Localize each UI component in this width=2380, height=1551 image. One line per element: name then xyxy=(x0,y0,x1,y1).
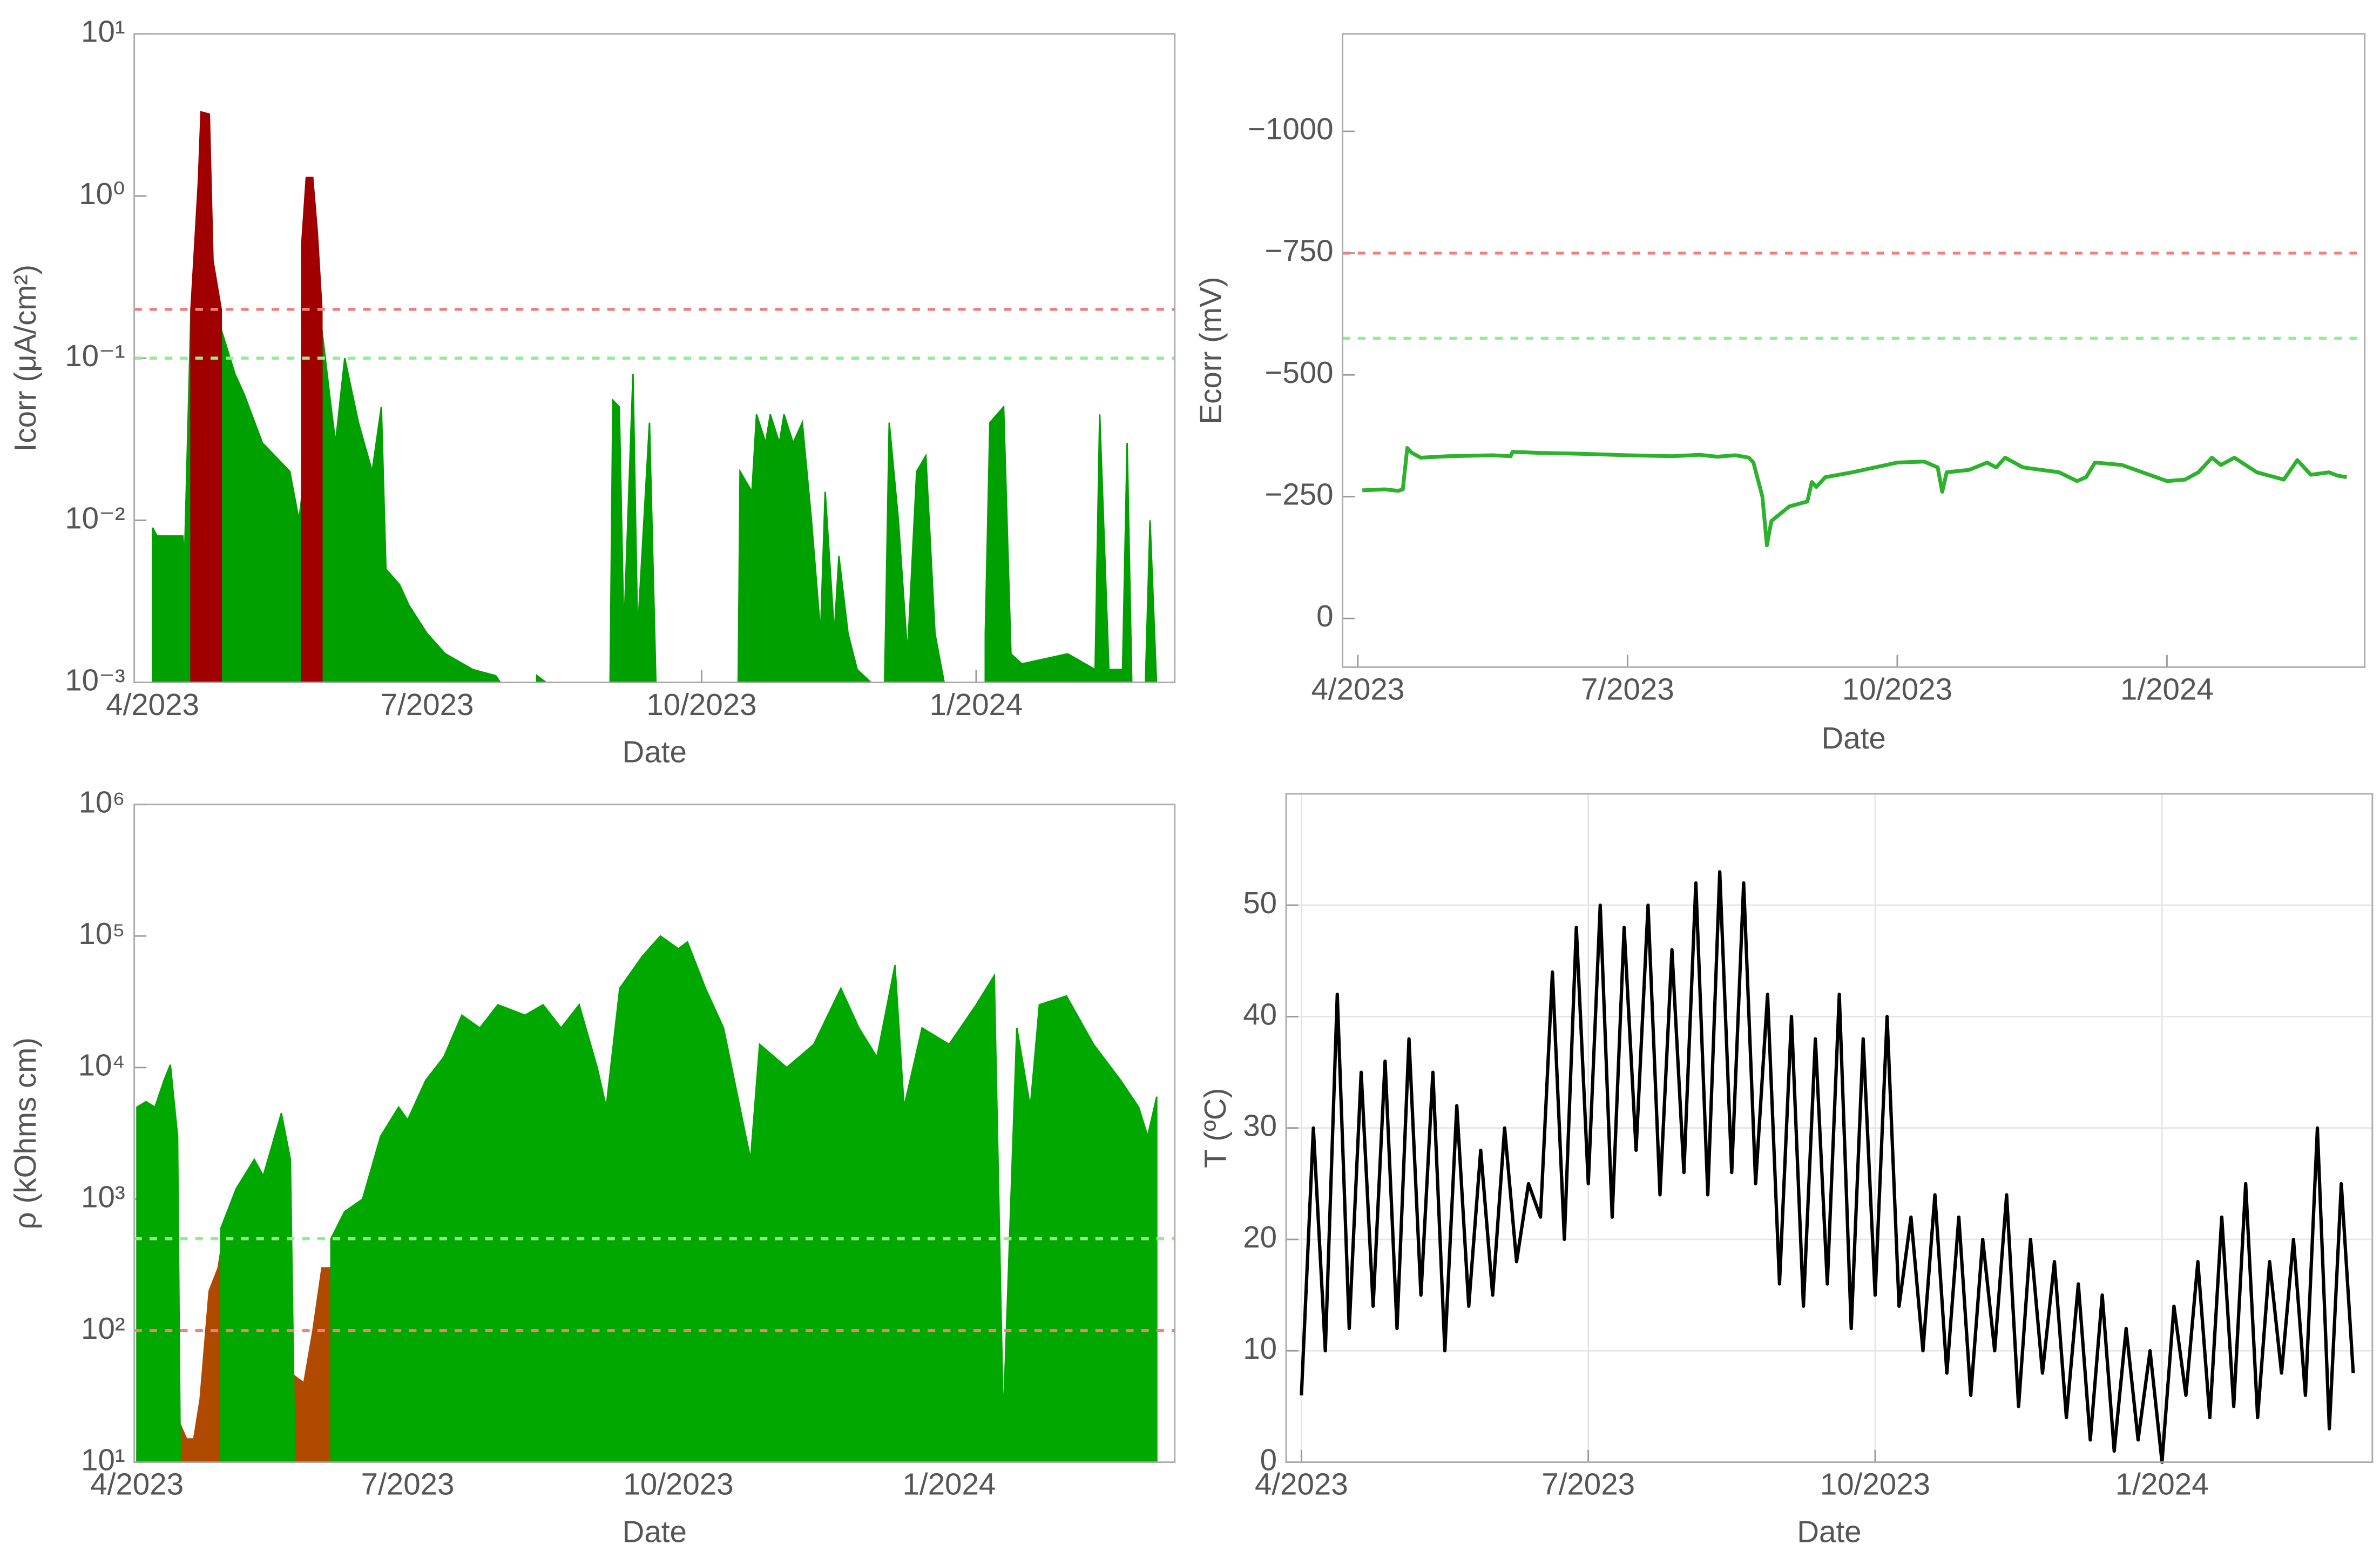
x-tick-label: 7/2023 xyxy=(361,1467,455,1501)
y-tick-label: 10⁰ xyxy=(79,177,125,211)
area xyxy=(609,374,657,684)
y-axis-label: T (ºC) xyxy=(1198,1088,1232,1168)
x-tick-label: 1/2024 xyxy=(930,687,1023,721)
y-axis-label: ρ (kOhms cm) xyxy=(8,1037,42,1229)
y-tick-label: 10⁶ xyxy=(79,785,125,819)
y-tick-label: 10³ xyxy=(81,1179,125,1213)
y-tick-label: 10¹ xyxy=(81,1442,125,1476)
area xyxy=(178,1238,224,1463)
plot-frame xyxy=(133,33,1176,684)
x-tick-label: 7/2023 xyxy=(1541,1467,1635,1501)
y-tick-label: 10⁻¹ xyxy=(65,339,125,373)
x-tick-label: 7/2023 xyxy=(1581,672,1674,706)
line xyxy=(1300,870,2355,1464)
y-tick-label: 10⁻³ xyxy=(65,663,125,697)
x-tick-label: 4/2023 xyxy=(1255,1467,1348,1501)
area xyxy=(737,414,873,684)
x-axis-label: Date xyxy=(1797,1514,1861,1548)
area xyxy=(984,404,1158,684)
y-tick-label: −500 xyxy=(1265,355,1333,389)
x-tick-label: 1/2024 xyxy=(902,1467,996,1501)
chart-panel: 0 10 20 30 40 50 4/2023 7/2023 10/2023 1/2024 Date… xyxy=(1198,793,2374,1548)
y-tick-label: 40 xyxy=(1243,997,1277,1031)
y-tick-label: 10² xyxy=(81,1311,125,1345)
x-tick-label: 7/2023 xyxy=(381,687,474,721)
y-axis-label: Icorr (μA/cm²) xyxy=(8,265,42,451)
y-tick-label: 10⁴ xyxy=(78,1048,125,1082)
plot-frame xyxy=(1342,33,2366,668)
chart-panel: 10¹ 10² 10³ 10⁴ 10⁵ 10⁶ 4/2023 7/2023 10/2023 1/2… xyxy=(8,785,1176,1548)
area xyxy=(152,308,502,684)
x-tick-label: 10/2023 xyxy=(1842,672,1952,706)
y-tick-label: 10 xyxy=(1243,1331,1277,1365)
y-tick-label: 0 xyxy=(1316,599,1333,633)
x-axis-label: Date xyxy=(1821,721,1885,755)
area xyxy=(330,935,1158,1463)
y-axis-label: Ecorr (mV) xyxy=(1193,277,1227,424)
area xyxy=(294,1267,336,1463)
area xyxy=(220,1112,296,1463)
x-tick-label: 4/2023 xyxy=(1311,672,1404,706)
y-tick-label: 20 xyxy=(1243,1220,1277,1254)
x-tick-label: 10/2023 xyxy=(646,687,756,721)
y-tick-label: −250 xyxy=(1265,477,1333,511)
y-tick-label: 0 xyxy=(1260,1442,1277,1476)
x-tick-label: 4/2023 xyxy=(90,1467,184,1501)
plot-frame xyxy=(133,804,1176,1463)
y-tick-label: 10¹ xyxy=(81,15,125,49)
area xyxy=(884,422,945,684)
plot-frame xyxy=(1285,793,2374,1463)
chart-panel: 10⁻³ 10⁻² 10⁻¹ 10⁰ 10¹ 4/2023 7/2023 10/2023 1/2… xyxy=(8,15,1176,768)
area xyxy=(301,177,323,684)
y-tick-label: 50 xyxy=(1243,886,1277,920)
x-tick-label: 10/2023 xyxy=(1820,1467,1930,1501)
area xyxy=(536,674,549,684)
x-axis-label: Date xyxy=(623,1514,687,1548)
x-tick-label: 1/2024 xyxy=(2120,672,2214,706)
x-tick-label: 10/2023 xyxy=(623,1467,733,1501)
y-tick-label: 30 xyxy=(1243,1109,1277,1143)
y-tick-label: 10⁵ xyxy=(78,916,125,950)
chart-panel: 0 −250 −500 −750 −1000 4/2023 7/2023 10/2023 1/2… xyxy=(1193,33,2366,755)
y-tick-label: −750 xyxy=(1265,234,1333,268)
x-axis-label: Date xyxy=(623,734,687,768)
y-tick-label: −1000 xyxy=(1248,112,1334,146)
area xyxy=(190,111,222,684)
x-tick-label: 4/2023 xyxy=(106,687,199,721)
line xyxy=(1362,446,2347,548)
area xyxy=(136,1064,181,1463)
y-tick-label: 10⁻² xyxy=(65,501,125,535)
x-tick-label: 1/2024 xyxy=(2115,1467,2209,1501)
